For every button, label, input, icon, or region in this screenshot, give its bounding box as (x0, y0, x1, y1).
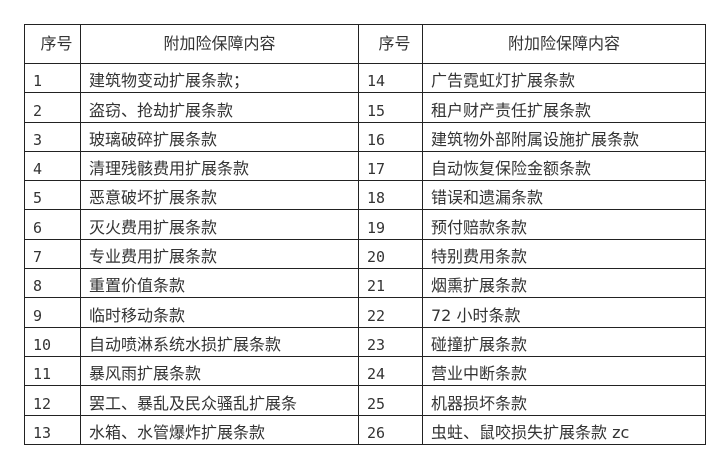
clause-name: 营业中断条款 (422, 355, 706, 387)
clause-name: 罢工、暴乱及民众骚乱扩展条 (80, 385, 359, 416)
table-row: 5 恶意破坏扩展条款 18 错误和遗漏条款 (24, 180, 706, 211)
table-row: 7 专业费用扩展条款 20 特别费用条款 (24, 238, 706, 270)
clause-name: 灭火费用扩展条款 (80, 209, 359, 240)
table-row: 9 临时移动条款 22 72 小时条款 (24, 297, 706, 328)
row-number: 12 (24, 385, 81, 416)
clause-name: 虫蛀、鼠咬损失扩展条款 zc (422, 414, 706, 445)
clause-name: 重置价值条款 (80, 268, 359, 299)
row-number: 6 (24, 209, 81, 240)
header-row: 序号 附加险保障内容 序号 附加险保障内容 (24, 24, 706, 64)
row-number: 14 (358, 62, 423, 94)
row-number: 7 (24, 238, 81, 270)
table-row: 12 罢工、暴乱及民众骚乱扩展条 25 机器损坏条款 (24, 385, 706, 416)
clause-name: 自动恢复保险金额条款 (422, 150, 706, 182)
clause-name: 烟熏扩展条款 (422, 268, 706, 299)
row-number: 25 (358, 385, 423, 416)
clause-name: 盗窃、抢劫扩展条款 (80, 92, 359, 123)
clause-name: 租户财产责任扩展条款 (422, 92, 706, 123)
row-number: 11 (24, 355, 81, 387)
table-row: 8 重置价值条款 21 烟熏扩展条款 (24, 268, 706, 299)
clause-name: 水箱、水管爆炸扩展条款 (80, 414, 359, 445)
clause-name: 广告霓虹灯扩展条款 (422, 62, 706, 94)
row-number: 18 (358, 180, 423, 211)
row-number: 2 (24, 92, 81, 123)
clause-name: 错误和遗漏条款 (422, 180, 706, 211)
row-number: 22 (358, 297, 423, 328)
row-number: 24 (358, 355, 423, 387)
clause-name: 玻璃破碎扩展条款 (80, 121, 359, 152)
row-number: 15 (358, 92, 423, 123)
row-number: 19 (358, 209, 423, 240)
row-number: 5 (24, 180, 81, 211)
clause-name: 预付赔款条款 (422, 209, 706, 240)
table-row: 4 清理残骸费用扩展条款 17 自动恢复保险金额条款 (24, 150, 706, 182)
row-number: 3 (24, 121, 81, 152)
insurance-clauses-table: 序号 附加险保障内容 序号 附加险保障内容 1 建筑物变动扩展条款； 14 广告霓虹灯… (24, 24, 706, 445)
clause-name: 碰撞扩展条款 (422, 326, 706, 357)
clause-name: 建筑物外部附属设施扩展条款 (422, 121, 706, 152)
header-content-2: 附加险保障内容 (422, 24, 706, 64)
table-row: 10 自动喷淋系统水损扩展条款 23 碰撞扩展条款 (24, 326, 706, 357)
table-row: 2 盗窃、抢劫扩展条款 15 租户财产责任扩展条款 (24, 92, 706, 123)
clause-name: 专业费用扩展条款 (80, 238, 359, 270)
table-row: 3 玻璃破碎扩展条款 16 建筑物外部附属设施扩展条款 (24, 121, 706, 152)
row-number: 4 (24, 150, 81, 182)
clause-name: 72 小时条款 (422, 297, 706, 328)
table-row: 13 水箱、水管爆炸扩展条款 26 虫蛀、鼠咬损失扩展条款 zc (24, 414, 706, 445)
header-number-2: 序号 (358, 24, 423, 64)
table-row: 11 暴风雨扩展条款 24 营业中断条款 (24, 355, 706, 387)
clause-name: 自动喷淋系统水损扩展条款 (80, 326, 359, 357)
table-row: 1 建筑物变动扩展条款； 14 广告霓虹灯扩展条款 (24, 62, 706, 94)
row-number: 1 (24, 62, 81, 94)
row-number: 20 (358, 238, 423, 270)
row-number: 17 (358, 150, 423, 182)
row-number: 16 (358, 121, 423, 152)
row-number: 21 (358, 268, 423, 299)
clause-name: 机器损坏条款 (422, 385, 706, 416)
clause-name: 恶意破坏扩展条款 (80, 180, 359, 211)
clause-name: 特别费用条款 (422, 238, 706, 270)
row-number: 10 (24, 326, 81, 357)
row-number: 23 (358, 326, 423, 357)
clause-name: 暴风雨扩展条款 (80, 355, 359, 387)
header-number: 序号 (24, 24, 81, 64)
row-number: 26 (358, 414, 423, 445)
row-number: 9 (24, 297, 81, 328)
table-row: 6 灭火费用扩展条款 19 预付赔款条款 (24, 209, 706, 240)
clause-name: 清理残骸费用扩展条款 (80, 150, 359, 182)
clause-name: 建筑物变动扩展条款； (80, 62, 359, 94)
header-content: 附加险保障内容 (80, 24, 359, 64)
row-number: 8 (24, 268, 81, 299)
clause-name: 临时移动条款 (80, 297, 359, 328)
row-number: 13 (24, 414, 81, 445)
